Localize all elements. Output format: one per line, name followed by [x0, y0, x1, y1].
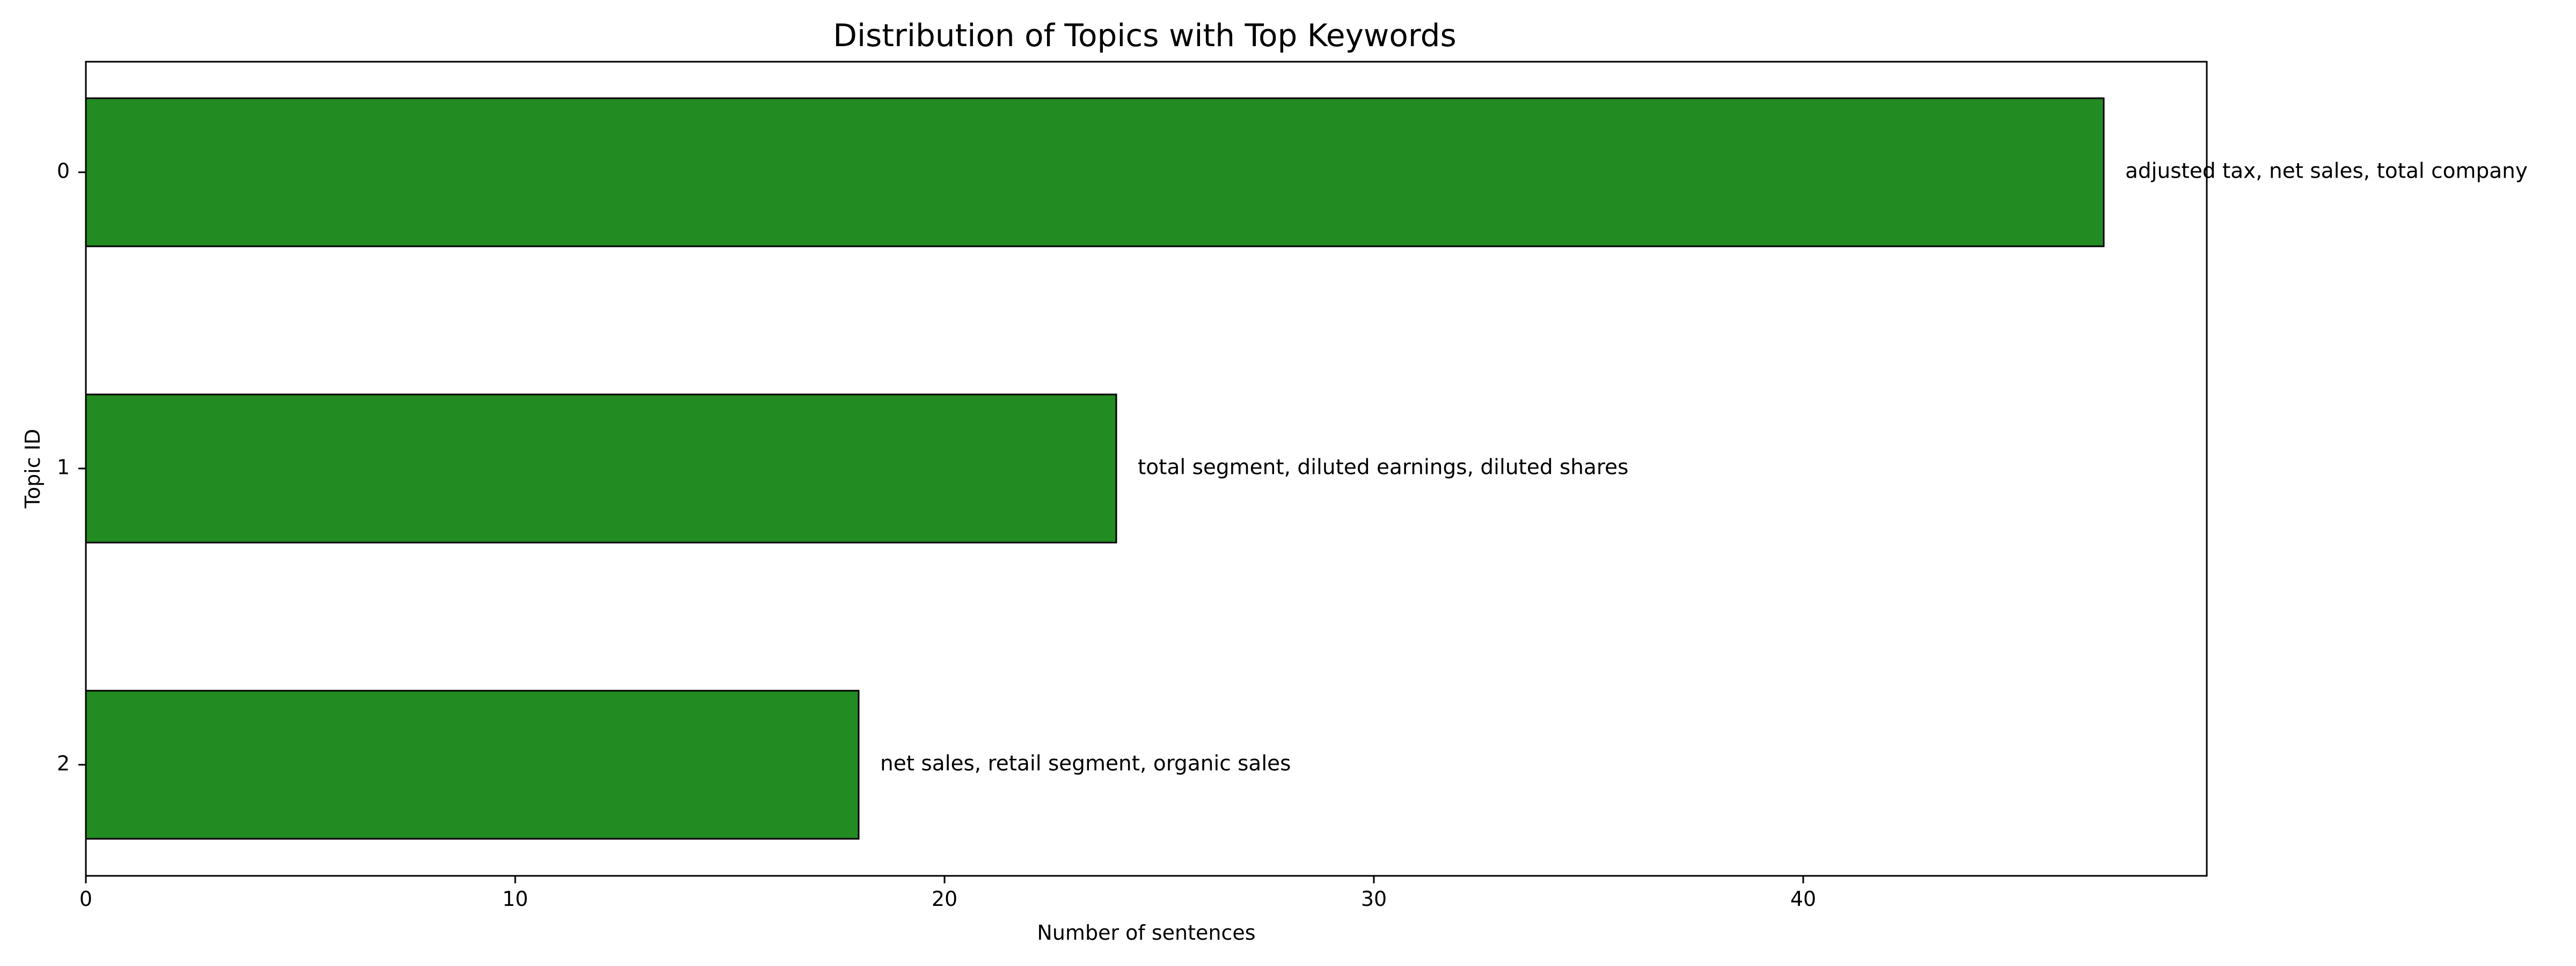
x-tick-label: 0: [79, 887, 92, 911]
x-axis-label: Number of sentences: [1037, 921, 1255, 945]
bar-label-topic-0: adjusted tax, net sales, total company: [2125, 159, 2528, 184]
bar-topic-1: [85, 393, 1117, 544]
x-tick-label: 40: [1790, 887, 1816, 911]
x-tick-label: 10: [502, 887, 528, 911]
x-tick-label: 30: [1361, 887, 1387, 911]
x-axis: 0 10 20 30 40: [79, 876, 1816, 911]
y-axis: 0 1 2: [57, 159, 86, 775]
bar-labels: adjusted tax, net sales, total company to…: [880, 159, 2528, 776]
y-axis-label: Topic ID: [21, 429, 45, 509]
y-tick-label: 1: [57, 456, 70, 479]
bar-topic-2: [85, 690, 860, 840]
x-tick-label: 20: [932, 887, 957, 911]
y-tick-label: 0: [57, 159, 70, 183]
bar-label-topic-1: total segment, diluted earnings, diluted…: [1138, 456, 1628, 480]
y-tick-label: 2: [57, 752, 70, 775]
bar-topic-0: [85, 97, 2105, 247]
bars: [85, 97, 2105, 840]
bar-label-topic-2: net sales, retail segment, organic sales: [880, 752, 1291, 776]
chart-title: Distribution of Topics with Top Keywords: [833, 17, 1456, 54]
